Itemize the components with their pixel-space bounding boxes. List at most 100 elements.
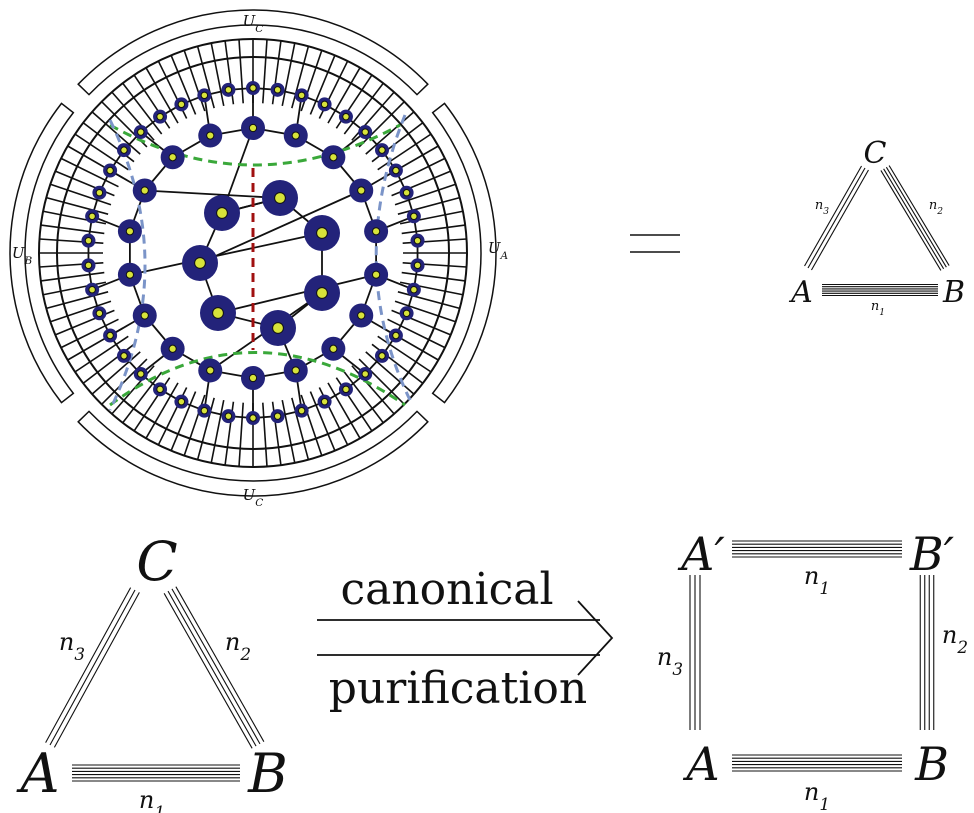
bulk-tensor-ring-leg bbox=[329, 153, 338, 162]
big-triangle-edge-bc bbox=[175, 586, 265, 742]
boundary-leg bbox=[327, 67, 361, 124]
bulk-tensor-core-leg bbox=[316, 287, 328, 299]
small-triangle-vertex-b: B bbox=[942, 275, 965, 310]
boundary-leg bbox=[46, 196, 109, 215]
bulk-tensor-outer-leg bbox=[137, 370, 145, 378]
small-triangle-edge-ca-label: n3 bbox=[815, 198, 829, 217]
network-edge bbox=[144, 189, 281, 199]
square-edge-right-label: n2 bbox=[942, 621, 968, 657]
inner-boundary-circle bbox=[56, 56, 450, 450]
bulk-tensor-outer-leg bbox=[378, 146, 386, 154]
boundary-leg bbox=[343, 82, 384, 135]
bulk-tensor-ring-leg bbox=[206, 366, 215, 375]
big-triangle-vertex-c: C bbox=[136, 530, 177, 593]
cut-blue-left bbox=[108, 119, 147, 411]
bulk-tensor-ring-leg bbox=[248, 373, 258, 383]
bulk-tensor-outer-leg bbox=[137, 128, 145, 136]
big-triangle-edge-ca bbox=[45, 587, 132, 743]
bulk-tensor-outer-leg bbox=[361, 128, 369, 136]
bulk-tensor-outer-leg bbox=[88, 212, 96, 220]
bulk-tensor-outer-leg bbox=[392, 331, 400, 340]
bulk-tensor-core-leg bbox=[194, 257, 206, 269]
label-ua: UA bbox=[488, 239, 509, 262]
bulk-tensor-core-leg bbox=[272, 322, 284, 334]
big-triangle-edge-ab-label: n1 bbox=[139, 786, 165, 813]
bulk-tensor-core-leg bbox=[274, 192, 286, 204]
boundary-leg bbox=[210, 42, 225, 107]
big-triangle-graph: C A B n1 n2 n3 bbox=[16, 530, 288, 813]
boundary-leg bbox=[74, 335, 129, 373]
small-triangle-vertex-c: C bbox=[864, 136, 887, 171]
boundary-leg bbox=[40, 224, 105, 235]
bulk-tensor-outer-leg bbox=[177, 100, 186, 109]
bulk-tensor-ring-leg bbox=[168, 344, 177, 353]
bulk-tensor-outer-leg bbox=[413, 236, 422, 245]
bulk-tensor-outer-leg bbox=[200, 406, 209, 415]
bulk-tensor-ring-leg bbox=[140, 186, 149, 195]
boundary-leg bbox=[309, 54, 336, 115]
boundary-leg bbox=[358, 358, 405, 405]
boundary-leg bbox=[387, 318, 446, 349]
bulk-tensor-core-leg bbox=[216, 207, 228, 219]
boundary-regions bbox=[9, 9, 497, 497]
big-triangle-edge-bc-label: n2 bbox=[225, 628, 251, 664]
boundary-leg bbox=[50, 300, 112, 323]
small-triangle-edge-ca bbox=[804, 165, 863, 267]
boundary-leg bbox=[46, 291, 109, 310]
boundary-leg bbox=[196, 46, 215, 109]
square-edge-bottom-label: n1 bbox=[804, 778, 830, 813]
square-graph: A′ B′ A B n1 n1 n3 n2 bbox=[657, 527, 968, 813]
region-ub bbox=[9, 102, 75, 404]
boundary-leg bbox=[238, 39, 244, 104]
bulk-tensor-outer-leg bbox=[392, 166, 400, 175]
small-triangle-edge-bc bbox=[885, 166, 947, 268]
bulk-tensor-outer-leg bbox=[200, 91, 209, 100]
bulk-tensor-ring-leg bbox=[168, 153, 177, 162]
big-triangle-edge-bc bbox=[171, 588, 261, 745]
label-uc-bottom: UC bbox=[243, 486, 264, 509]
boundary-leg bbox=[145, 382, 179, 439]
boundary-leg bbox=[358, 101, 405, 148]
big-triangle-edge-bc bbox=[163, 593, 253, 749]
boundary-leg bbox=[50, 183, 112, 206]
bulk-tensor-outer-leg bbox=[95, 309, 104, 317]
boundary-leg bbox=[122, 82, 163, 135]
network-edge bbox=[217, 273, 377, 314]
big-triangle-edge-ca bbox=[53, 592, 140, 748]
bulk-tensor-outer-leg bbox=[156, 112, 164, 121]
boundary-leg bbox=[91, 351, 141, 395]
square-edge-left-label: n3 bbox=[657, 643, 683, 679]
boundary-leg bbox=[343, 371, 384, 424]
bulk-tensor-outer-leg bbox=[249, 84, 257, 92]
small-triangle-edges bbox=[804, 165, 950, 297]
bulk-tensor-ring-leg bbox=[357, 186, 366, 195]
bulk-tensor-outer-leg bbox=[249, 414, 257, 422]
boundary-leg bbox=[387, 157, 446, 188]
bulk-tensor-outer-leg bbox=[224, 86, 233, 94]
boundary-leg bbox=[377, 133, 432, 171]
square-vertex-a: A bbox=[682, 737, 719, 791]
arrow-label-purification: purification bbox=[329, 663, 587, 714]
bulk-tensor-core-leg bbox=[316, 227, 328, 239]
bulk-tensor-outer-leg bbox=[95, 189, 104, 197]
bulk-tensor-outer-leg bbox=[84, 236, 93, 245]
bulk-tensor-ring-leg bbox=[372, 270, 381, 279]
canonical-purification-arrow: canonical purification bbox=[317, 564, 614, 714]
bulk-tensor-outer-leg bbox=[402, 189, 411, 197]
bulk-tensor-outer-leg bbox=[106, 331, 114, 340]
boundary-leg bbox=[281, 399, 296, 464]
tensor-network-disk: UC UC UB UA bbox=[9, 9, 509, 509]
small-triangle-graph: C A B n1 n2 n3 bbox=[788, 136, 965, 318]
boundary-leg bbox=[365, 111, 415, 155]
bulk-tensor-outer-leg bbox=[177, 397, 186, 406]
bulk-tensor-outer-leg bbox=[361, 370, 369, 378]
bulk-tensor-ring-leg bbox=[329, 344, 338, 353]
boundary-leg bbox=[60, 318, 119, 349]
bulk-tensor-outer-leg bbox=[120, 146, 128, 154]
bulk-tensor-outer-leg bbox=[106, 166, 114, 175]
cut-curves bbox=[108, 114, 412, 411]
square-vertex-b-prime: B′ bbox=[909, 527, 955, 581]
bulk-tensor-outer-leg bbox=[342, 112, 350, 121]
boundary-leg bbox=[170, 391, 197, 452]
